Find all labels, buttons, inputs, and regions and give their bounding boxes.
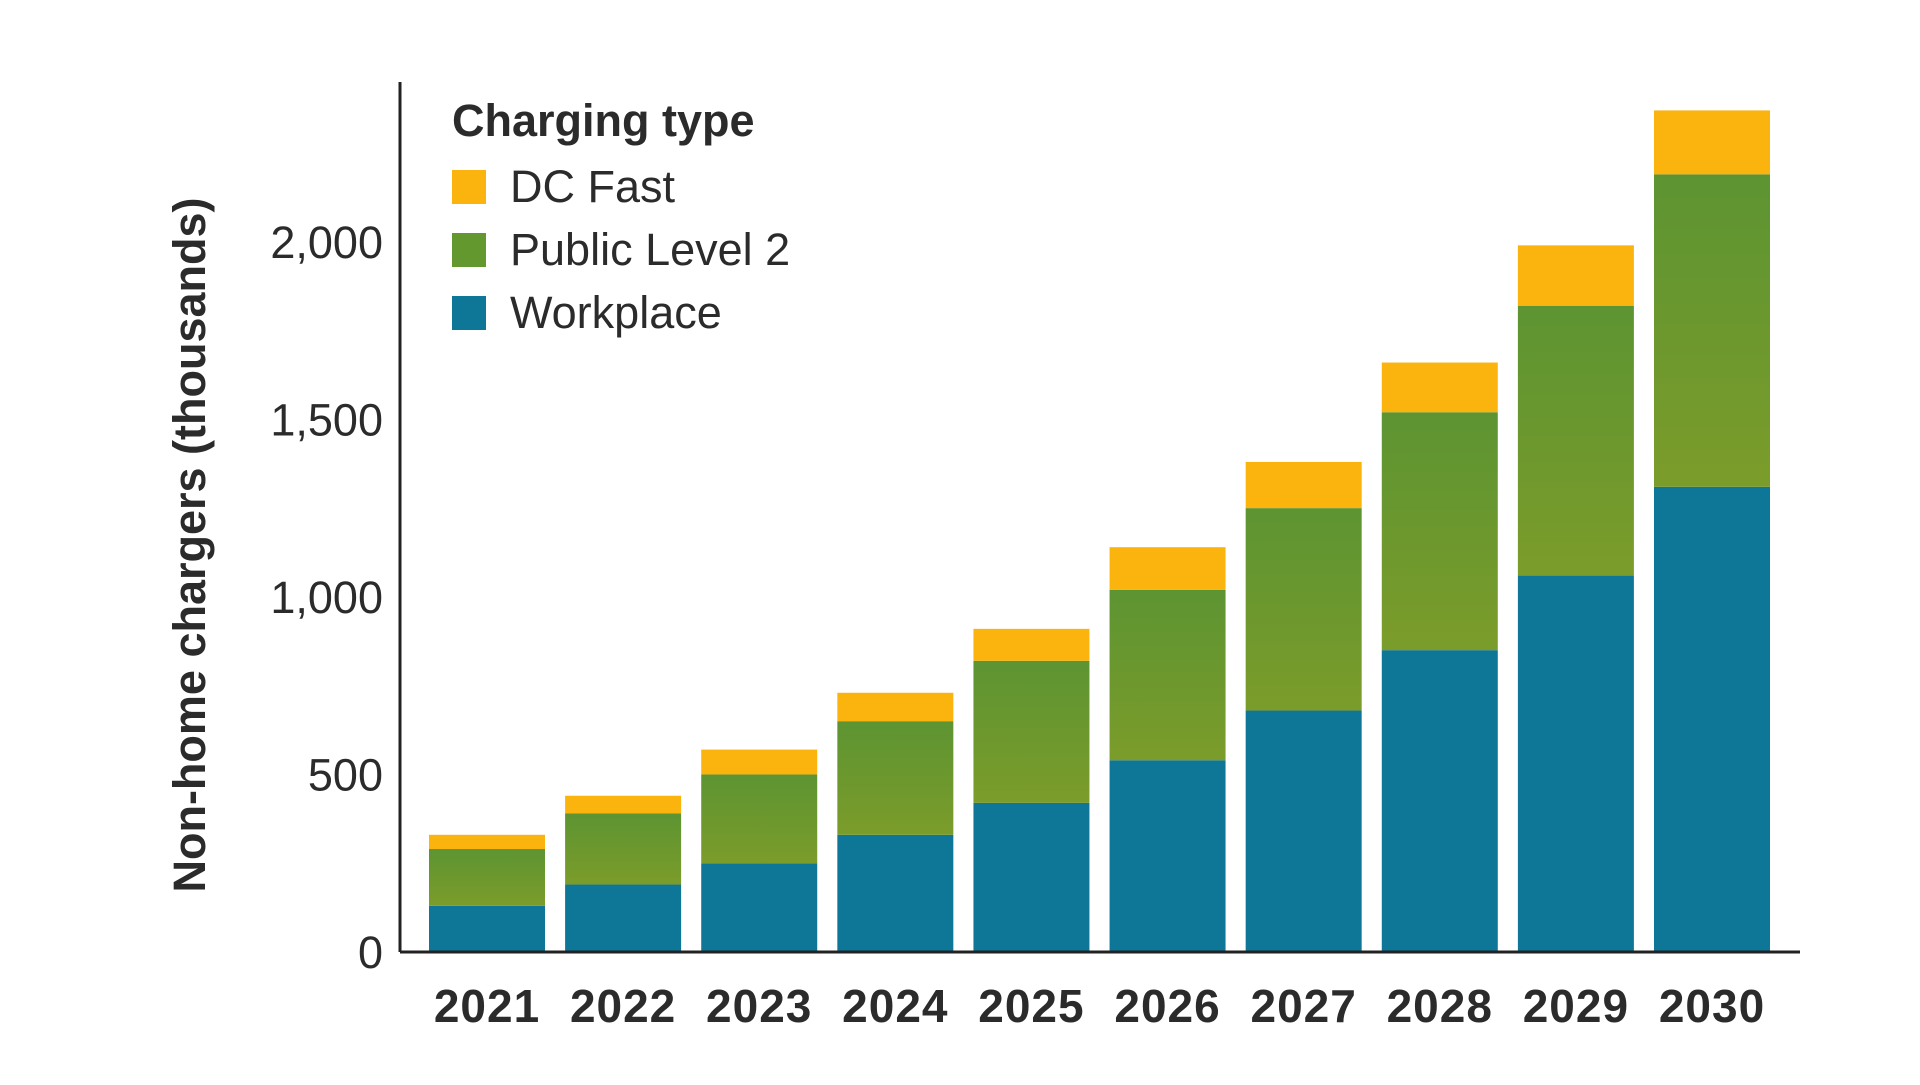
bar-workplace-2028 <box>1381 650 1498 952</box>
bar-workplace-2025 <box>973 802 1090 952</box>
bar-dc-fast-2022 <box>565 795 682 814</box>
legend-title: Charging type <box>452 95 755 146</box>
legend-swatch <box>452 170 486 204</box>
x-tick-label: 2030 <box>1659 980 1765 1032</box>
bar-stack-2023 <box>701 749 818 952</box>
y-tick-label: 500 <box>308 749 383 800</box>
bar-dc-fast-2023 <box>701 749 818 775</box>
bar-public-level-2-2026 <box>1109 589 1226 761</box>
x-tick-label: 2024 <box>842 980 948 1032</box>
x-tick-label: 2027 <box>1250 980 1356 1032</box>
bars <box>429 110 1770 952</box>
bar-workplace-2029 <box>1517 575 1634 952</box>
x-tick-label: 2029 <box>1523 980 1629 1032</box>
x-tick-label: 2028 <box>1387 980 1493 1032</box>
bar-public-level-2-2028 <box>1381 412 1498 651</box>
legend-swatch <box>452 233 486 267</box>
bar-public-level-2-2023 <box>701 774 818 864</box>
y-axis-title: Non-home chargers (thousands) <box>164 197 215 892</box>
bar-dc-fast-2028 <box>1381 362 1498 413</box>
y-tick-label: 2,000 <box>270 217 383 268</box>
y-tick-label: 1,000 <box>270 572 383 623</box>
bar-dc-fast-2021 <box>429 834 545 850</box>
x-tick-label: 2023 <box>706 980 812 1032</box>
bar-workplace-2026 <box>1109 760 1226 952</box>
bar-stack-2024 <box>837 692 954 952</box>
legend-item-workplace: Workplace <box>452 287 722 338</box>
x-tick-label: 2025 <box>978 980 1084 1032</box>
legend: Charging type DC Fast Public Level 2 Workpl… <box>452 95 790 338</box>
bar-stack-2025 <box>973 628 1090 952</box>
bar-workplace-2021 <box>429 905 545 952</box>
bar-public-level-2-2021 <box>429 849 545 906</box>
bar-workplace-2030 <box>1654 486 1770 952</box>
bar-dc-fast-2029 <box>1517 245 1634 306</box>
y-tick-label: 0 <box>358 927 383 978</box>
bar-public-level-2-2029 <box>1517 305 1634 576</box>
bar-stack-2027 <box>1245 461 1362 952</box>
bar-workplace-2024 <box>837 834 954 952</box>
bar-public-level-2-2030 <box>1654 174 1770 487</box>
x-tick-label: 2021 <box>434 980 540 1032</box>
bar-stack-2030 <box>1654 110 1770 952</box>
bar-workplace-2022 <box>565 884 682 952</box>
legend-label: DC Fast <box>510 161 676 212</box>
legend-item-dc-fast: DC Fast <box>452 161 676 212</box>
bar-public-level-2-2025 <box>973 660 1090 803</box>
bar-public-level-2-2022 <box>565 813 682 885</box>
bar-stack-2026 <box>1109 547 1226 952</box>
bar-workplace-2027 <box>1245 710 1362 952</box>
bar-dc-fast-2026 <box>1109 547 1226 590</box>
bar-stack-2021 <box>429 834 545 952</box>
legend-label: Workplace <box>510 287 722 338</box>
bar-public-level-2-2027 <box>1245 508 1362 711</box>
axes: 2021 2022 2023 2024 2025 2026 2027 2028 2029 2030… <box>270 82 1800 1032</box>
x-tick-label: 2026 <box>1114 980 1220 1032</box>
bar-stack-2028 <box>1381 362 1498 952</box>
bar-public-level-2-2024 <box>837 721 954 835</box>
legend-swatch <box>452 296 486 330</box>
bar-dc-fast-2027 <box>1245 461 1362 509</box>
bar-workplace-2023 <box>701 863 818 952</box>
y-tick-label: 1,500 <box>270 394 383 445</box>
bar-stack-2029 <box>1517 245 1634 952</box>
bar-dc-fast-2025 <box>973 628 1090 661</box>
x-tick-label: 2022 <box>570 980 676 1032</box>
bar-dc-fast-2030 <box>1654 110 1770 175</box>
legend-label: Public Level 2 <box>510 224 790 275</box>
bar-stack-2022 <box>565 795 682 952</box>
legend-item-public-level-2: Public Level 2 <box>452 224 790 275</box>
bar-dc-fast-2024 <box>837 692 954 722</box>
